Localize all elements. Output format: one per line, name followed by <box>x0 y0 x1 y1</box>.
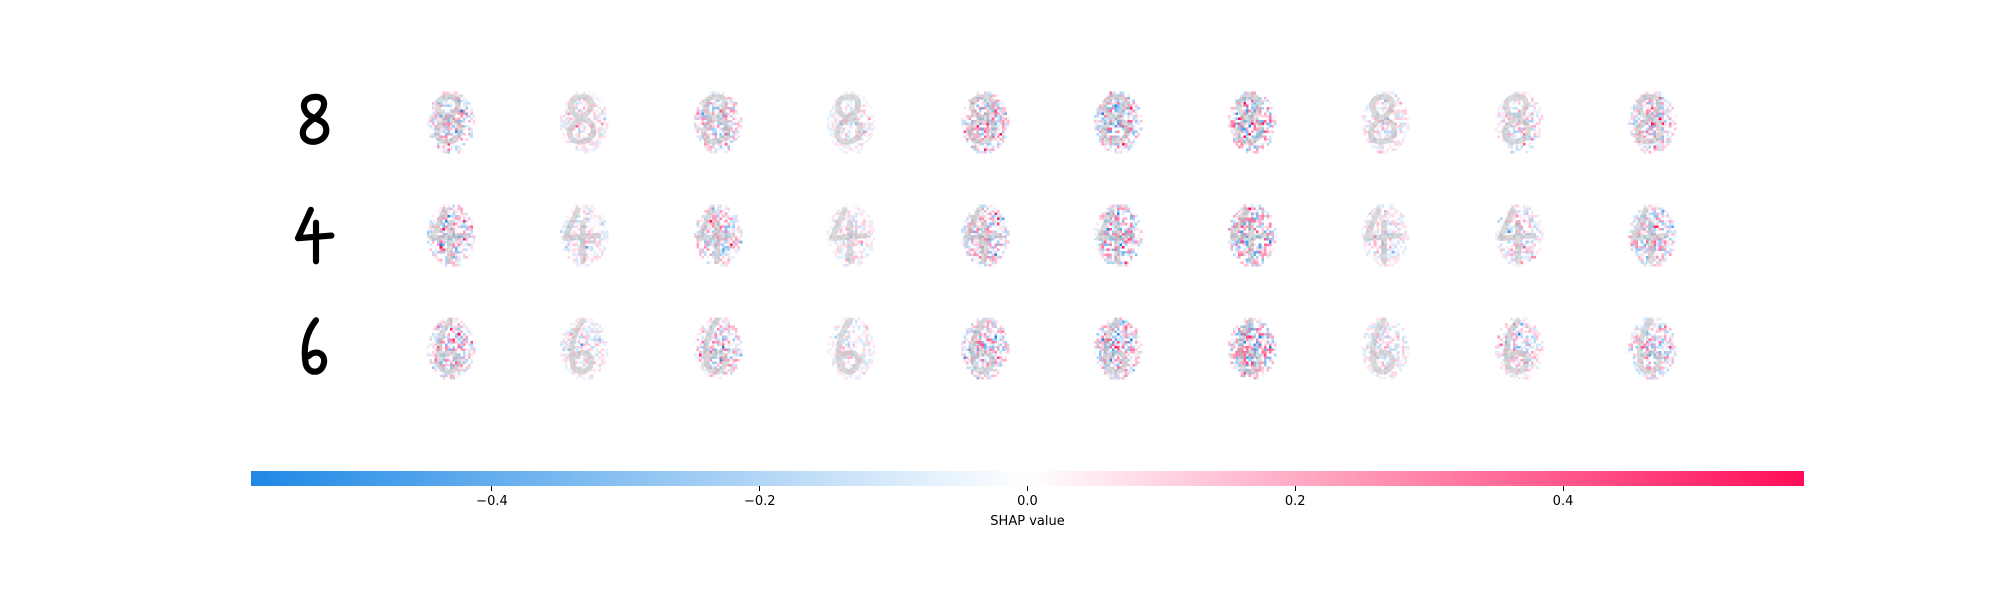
shap-map-row3-col4 <box>814 310 886 382</box>
shap-map-row1-col10 <box>1615 84 1687 156</box>
colorbar-tick <box>759 486 761 491</box>
shap-map-row1-col2 <box>547 84 619 156</box>
shap-map-row1-col1 <box>414 84 486 156</box>
shap-map-row3-col6 <box>1081 310 1153 382</box>
shap-image-grid <box>280 84 1687 382</box>
colorbar-gradient <box>251 471 1804 486</box>
shap-map-row1-col3 <box>681 84 753 156</box>
colorbar-tick <box>491 486 493 491</box>
colorbar-axis: SHAP value −0.4 −0.2 0.0 0.2 0.4 <box>251 486 1804 536</box>
colorbar-tick-label: 0.4 <box>1552 494 1574 509</box>
shap-map-row2-col3 <box>681 197 753 269</box>
shap-map-row3-col8 <box>1348 310 1420 382</box>
shap-map-row2-col10 <box>1615 197 1687 269</box>
shap-map-row2-col4 <box>814 197 886 269</box>
colorbar-tick-label: −0.4 <box>476 494 508 509</box>
shap-map-row1-col9 <box>1482 84 1554 156</box>
shap-map-row3-col10 <box>1615 310 1687 382</box>
colorbar-tick-label: 0.0 <box>1017 494 1038 509</box>
colorbar-tick-label: 0.2 <box>1284 494 1306 509</box>
shap-map-row3-col9 <box>1482 310 1554 382</box>
colorbar-tick <box>1027 486 1028 491</box>
shap-map-row2-col9 <box>1482 197 1554 269</box>
shap-map-row1-col7 <box>1215 84 1287 156</box>
colorbar-label: SHAP value <box>990 514 1065 529</box>
shap-map-row2-col8 <box>1348 197 1420 269</box>
shap-map-row2-col1 <box>414 197 486 269</box>
shap-map-row3-col5 <box>948 310 1020 382</box>
shap-map-row1-col4 <box>814 84 886 156</box>
shap-map-row1-col5 <box>948 84 1020 156</box>
input-digit-8 <box>280 84 352 156</box>
shap-map-row2-col6 <box>1081 197 1153 269</box>
shap-map-row2-col2 <box>547 197 619 269</box>
shap-map-row3-col1 <box>414 310 486 382</box>
shap-map-row1-col6 <box>1081 84 1153 156</box>
colorbar-tick <box>1294 486 1296 491</box>
shap-map-row1-col8 <box>1348 84 1420 156</box>
colorbar <box>251 471 1804 486</box>
shap-map-row3-col2 <box>547 310 619 382</box>
shap-map-row3-col3 <box>681 310 753 382</box>
colorbar-tick <box>1562 486 1564 491</box>
shap-map-row2-col7 <box>1215 197 1287 269</box>
input-digit-4 <box>280 197 352 269</box>
shap-map-row2-col5 <box>948 197 1020 269</box>
shap-map-row3-col7 <box>1215 310 1287 382</box>
input-digit-6 <box>280 310 352 382</box>
colorbar-tick-label: −0.2 <box>743 494 776 509</box>
